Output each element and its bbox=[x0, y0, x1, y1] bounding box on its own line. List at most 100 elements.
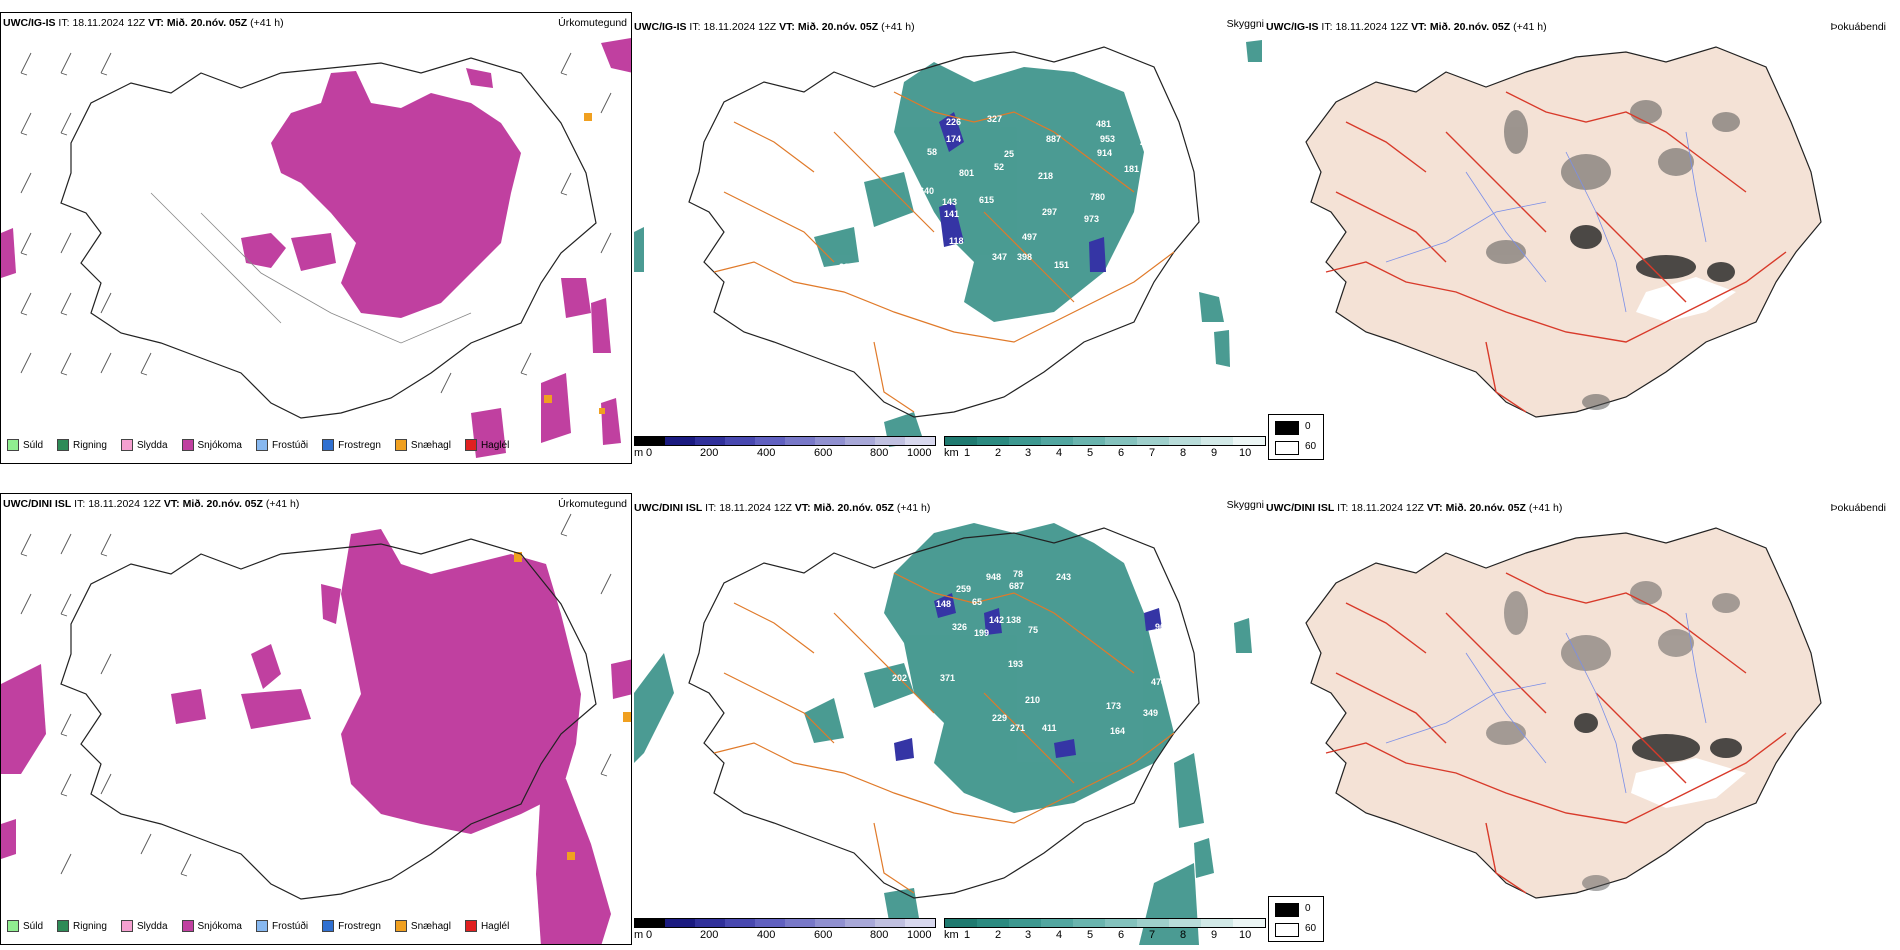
fog-legend-swatch bbox=[1275, 903, 1299, 917]
cbar-tick: 7 bbox=[1149, 929, 1156, 941]
vis-label: 914 bbox=[1097, 148, 1112, 158]
vis-label: 174 bbox=[946, 134, 961, 144]
legend-swatch bbox=[464, 920, 477, 932]
vis-label: 142 bbox=[989, 615, 1004, 625]
legend-swatch bbox=[57, 920, 70, 932]
vt-value: Mið. 20.nóv. 05Z bbox=[166, 17, 248, 29]
cbar-unit: m bbox=[634, 929, 644, 941]
lead-time: (+41 h) bbox=[881, 21, 915, 33]
vis-label: 481 bbox=[1096, 119, 1111, 129]
legend-swatch bbox=[394, 439, 407, 451]
it-value: 18.11.2024 12Z bbox=[1335, 21, 1409, 33]
legend-item: Frostregn bbox=[322, 920, 381, 932]
cbar-tick: 1 bbox=[964, 447, 971, 459]
cbar-tick: 6 bbox=[1118, 447, 1125, 459]
precip-type-plot bbox=[1, 38, 631, 458]
model-name: UWC/DINI ISL bbox=[634, 502, 703, 514]
vt-label: VT: bbox=[779, 21, 795, 33]
fog-legend: 0 60 bbox=[1268, 896, 1324, 942]
it-value: 18.11.2024 12Z bbox=[88, 498, 161, 510]
it-value: 18.11.2024 12Z bbox=[703, 21, 777, 33]
vis-label: 271 bbox=[1010, 723, 1025, 733]
vis-label: 717 bbox=[1200, 891, 1215, 901]
cbar-tick: 7 bbox=[1149, 447, 1156, 459]
vis-label: 143 bbox=[942, 197, 957, 207]
vis-label: 58 bbox=[927, 147, 937, 157]
cbar-tick: 9 bbox=[1211, 447, 1218, 459]
fog-legend-label: 60 bbox=[1305, 441, 1317, 452]
legend-item: Rigning bbox=[57, 920, 107, 932]
visibility-plot: 226 174 327 887 481 953 287 58 52 25 914… bbox=[634, 40, 1262, 447]
fog-legend-swatch bbox=[1275, 441, 1299, 455]
it-label: IT: bbox=[689, 21, 701, 33]
cbar-tick: 4 bbox=[1056, 447, 1063, 459]
vis-label: 349 bbox=[1143, 708, 1158, 718]
legend-swatch bbox=[181, 920, 194, 932]
it-value: 18.11.2024 12Z bbox=[719, 502, 792, 514]
vis-label: 193 bbox=[1008, 659, 1023, 669]
cbar-tick: 1000 bbox=[907, 447, 932, 459]
vis-label: 181 bbox=[1124, 164, 1139, 174]
cloud-base-colorbar: m 0 200 400 600 800 1000 bbox=[634, 918, 936, 942]
legend-item: Slydda bbox=[120, 920, 168, 932]
precip-type-map-igis: UWC/IG-IS IT: 18.11.2024 12Z VT: Mið. 20… bbox=[0, 12, 632, 464]
legend-swatch bbox=[394, 920, 407, 932]
vt-value: Mið. 20.nóv. 05Z bbox=[1445, 502, 1526, 514]
panel-title: UWC/DINI ISL IT: 18.11.2024 12Z VT: Mið.… bbox=[3, 498, 299, 510]
fog-map-igis: UWC/IG-IS IT: 18.11.2024 12Z VT: Mið. 20… bbox=[1266, 12, 1900, 464]
legend-item: Frostregn bbox=[322, 439, 381, 451]
cbar-tick: 5 bbox=[1087, 929, 1094, 941]
panel-variable: Skyggni bbox=[1226, 18, 1264, 30]
vis-label: 398 bbox=[1017, 252, 1032, 262]
lead-time: (+41 h) bbox=[1528, 502, 1563, 514]
vis-label: 148 bbox=[936, 599, 951, 609]
lead-time: (+41 h) bbox=[265, 498, 300, 510]
legend-swatch bbox=[7, 439, 19, 451]
vt-value: Mið. 20.nóv. 05Z bbox=[1429, 21, 1511, 33]
vis-label: 297 bbox=[1042, 207, 1057, 217]
visibility-bar bbox=[944, 918, 1266, 928]
cbar-tick: 6 bbox=[1118, 929, 1125, 941]
vis-label: 25 bbox=[1004, 149, 1014, 159]
fog-legend-swatch bbox=[1275, 421, 1299, 435]
legend-item: Haglél bbox=[464, 920, 509, 932]
vis-label: 615 bbox=[979, 195, 994, 205]
legend-swatch bbox=[255, 920, 268, 932]
legend-item: Slydda bbox=[120, 439, 168, 451]
vis-label: 371 bbox=[940, 673, 955, 683]
legend-swatch bbox=[7, 920, 19, 932]
legend-swatch bbox=[322, 439, 335, 451]
cbar-tick: 2 bbox=[995, 447, 1002, 459]
cbar-tick: 3 bbox=[1025, 929, 1032, 941]
legend-item: Súld bbox=[7, 920, 43, 932]
legend-item: Frostúði bbox=[255, 920, 308, 932]
vis-label: 151 bbox=[1054, 260, 1069, 270]
vt-label: VT: bbox=[1411, 21, 1427, 33]
legend-swatch bbox=[181, 439, 194, 451]
cbar-unit: km bbox=[944, 447, 959, 459]
vis-label: 75 bbox=[1028, 625, 1038, 635]
fog-plot bbox=[1305, 46, 1822, 418]
it-value: 18.11.2024 12Z bbox=[72, 17, 146, 29]
it-label: IT: bbox=[705, 502, 717, 514]
model-name: UWC/IG-IS bbox=[1266, 21, 1319, 33]
panel-title: UWC/IG-IS IT: 18.11.2024 12Z VT: Mið. 20… bbox=[1266, 21, 1547, 33]
vt-label: VT: bbox=[148, 17, 164, 29]
cbar-tick: 8 bbox=[1180, 929, 1187, 941]
cloud-base-bar bbox=[634, 918, 936, 928]
cbar-tick: 1000 bbox=[907, 929, 932, 941]
cbar-tick: 10 bbox=[1239, 447, 1252, 459]
lead-time: (+41 h) bbox=[1513, 21, 1547, 33]
vt-value: Mið. 20.nóv. 05Z bbox=[182, 498, 263, 510]
panel-title: UWC/IG-IS IT: 18.11.2024 12Z VT: Mið. 20… bbox=[634, 21, 915, 33]
vis-label: 173 bbox=[1106, 701, 1121, 711]
cbar-tick: 3 bbox=[1025, 447, 1032, 459]
vis-label: 416 bbox=[1141, 590, 1156, 600]
cbar-tick: 800 bbox=[870, 929, 889, 941]
vis-label: 138 bbox=[1006, 615, 1021, 625]
panel-variable: Þokuábendi bbox=[1830, 502, 1886, 514]
cbar-tick: 1 bbox=[964, 929, 971, 941]
legend-swatch bbox=[464, 439, 477, 451]
fog-legend-label: 0 bbox=[1305, 903, 1311, 914]
legend-item: Súld bbox=[7, 439, 43, 451]
